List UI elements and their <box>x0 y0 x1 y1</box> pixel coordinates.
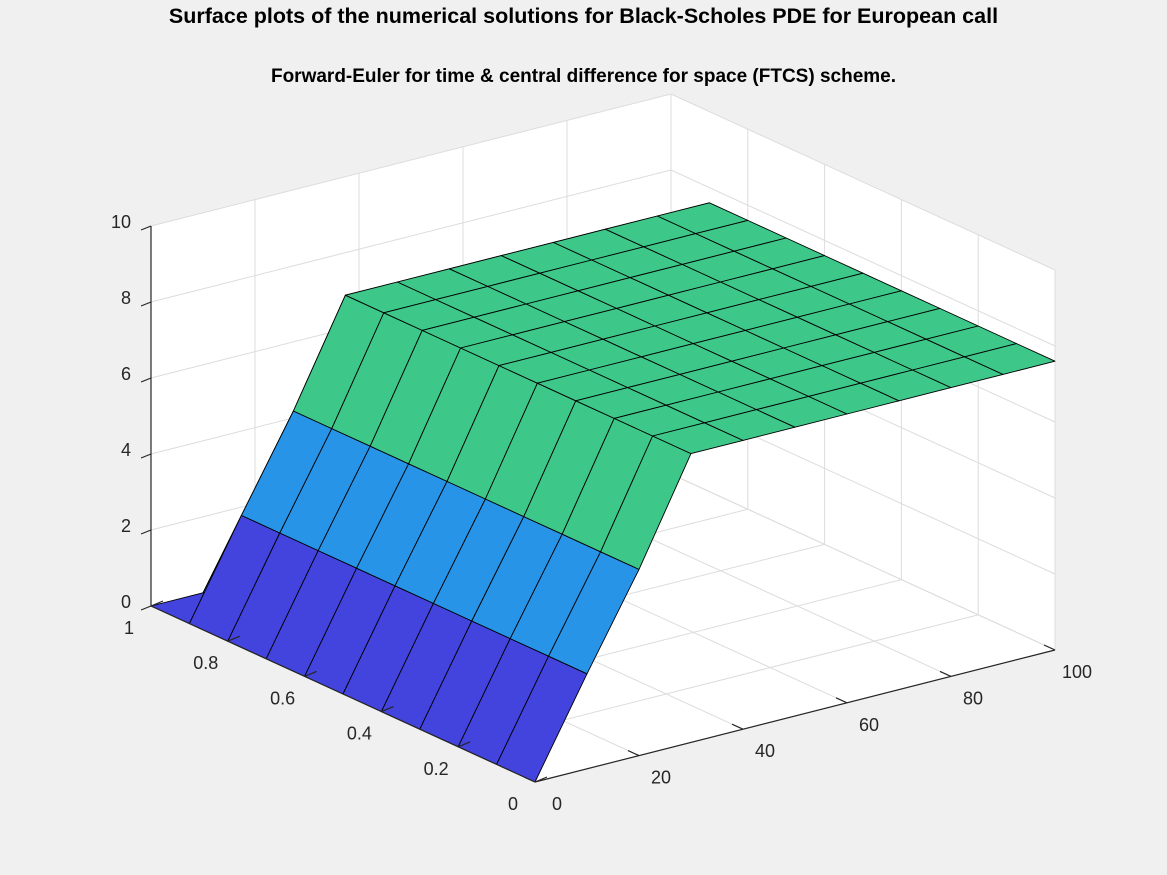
y-tick-label: 1 <box>124 618 134 638</box>
z-tick-label: 8 <box>121 288 131 308</box>
x-tick-label: 40 <box>755 741 775 761</box>
chart-subtitle: Forward-Euler for time & central differe… <box>270 66 897 87</box>
x-tick-label: 80 <box>963 688 983 708</box>
x-tick <box>939 670 952 677</box>
y-tick <box>227 635 241 642</box>
y-tick-label: 0.2 <box>424 759 449 779</box>
y-tick-label: 0.4 <box>347 724 372 744</box>
z-tick <box>140 377 152 383</box>
x-tick-label: 0 <box>552 794 562 814</box>
x-tick-label: 20 <box>651 768 671 788</box>
z-tick <box>140 225 152 231</box>
y-tick <box>150 600 164 607</box>
z-tick-label: 4 <box>121 440 131 460</box>
z-tick-label: 2 <box>121 516 131 536</box>
grid-line-z <box>150 93 1056 271</box>
x-tick <box>1043 644 1056 651</box>
y-tick <box>381 706 394 713</box>
x-axis-line <box>534 649 1056 783</box>
surface <box>150 202 1056 783</box>
y-tick <box>534 776 548 783</box>
z-tick-label: 0 <box>121 592 131 612</box>
grid-line-z <box>150 169 1056 347</box>
x-tick <box>835 697 848 704</box>
z-tick-label: 10 <box>111 212 131 232</box>
x-tick <box>731 723 744 730</box>
surface-patch <box>964 343 1056 375</box>
z-tick-label: 6 <box>121 364 131 384</box>
y-tick-label: 0.6 <box>270 688 295 708</box>
x-tick-label: 60 <box>859 715 879 735</box>
z-tick <box>140 529 152 535</box>
y-axis-line <box>150 605 536 783</box>
y-tick <box>304 670 317 677</box>
y-tick-label: 0 <box>508 794 518 814</box>
chart-title: Surface plots of the numerical solutions… <box>168 4 999 28</box>
x-tick <box>627 750 640 757</box>
z-tick <box>140 453 152 459</box>
z-tick <box>140 605 152 611</box>
y-tick-label: 0.8 <box>193 653 218 673</box>
x-tick <box>523 776 536 783</box>
y-tick <box>457 741 471 748</box>
z-tick <box>140 301 152 307</box>
x-tick-label: 100 <box>1062 662 1092 682</box>
